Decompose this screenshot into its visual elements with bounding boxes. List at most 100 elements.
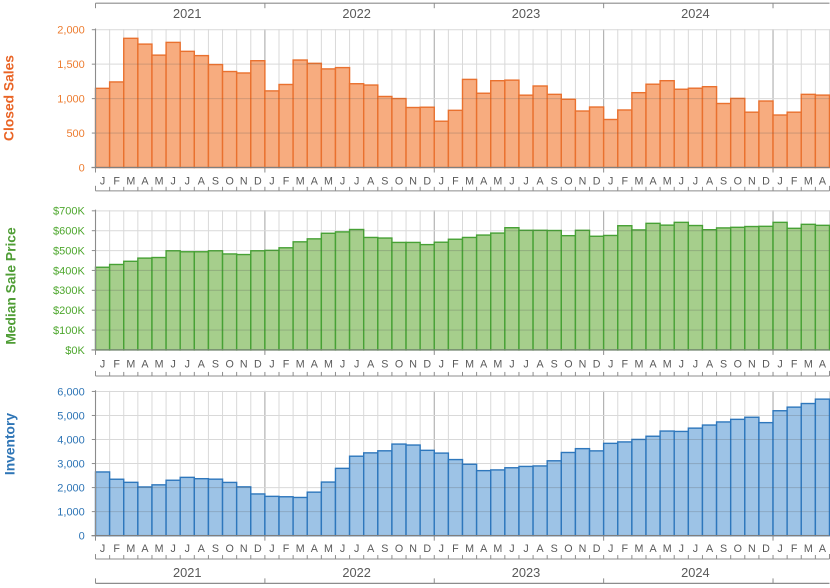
svg-text:S: S <box>212 176 219 188</box>
svg-text:O: O <box>564 358 572 370</box>
svg-text:A: A <box>367 176 375 188</box>
svg-text:A: A <box>649 543 657 555</box>
svg-text:2024: 2024 <box>681 6 709 21</box>
svg-text:S: S <box>720 176 727 188</box>
svg-text:M: M <box>804 358 813 370</box>
svg-text:2024: 2024 <box>681 565 709 580</box>
svg-text:M: M <box>155 358 164 370</box>
svg-text:D: D <box>423 543 431 555</box>
svg-text:A: A <box>537 176 545 188</box>
svg-text:N: N <box>240 358 248 370</box>
svg-text:A: A <box>311 176 319 188</box>
svg-text:F: F <box>791 358 798 370</box>
svg-text:1,500: 1,500 <box>57 59 85 71</box>
svg-text:J: J <box>100 358 105 370</box>
svg-text:O: O <box>395 358 403 370</box>
svg-text:N: N <box>409 176 417 188</box>
svg-text:N: N <box>748 358 756 370</box>
svg-text:J: J <box>269 543 274 555</box>
svg-text:J: J <box>523 176 528 188</box>
svg-text:2023: 2023 <box>512 565 540 580</box>
svg-text:0: 0 <box>79 162 85 174</box>
svg-text:2021: 2021 <box>173 6 201 21</box>
svg-text:M: M <box>296 543 305 555</box>
svg-text:M: M <box>155 543 164 555</box>
svg-text:J: J <box>679 358 684 370</box>
svg-text:D: D <box>762 358 770 370</box>
svg-text:O: O <box>734 358 742 370</box>
svg-text:D: D <box>593 176 601 188</box>
svg-text:A: A <box>367 543 375 555</box>
svg-text:M: M <box>465 543 474 555</box>
svg-text:J: J <box>693 176 698 188</box>
svg-text:D: D <box>254 358 262 370</box>
svg-text:A: A <box>819 358 827 370</box>
svg-text:M: M <box>126 176 135 188</box>
svg-text:N: N <box>409 358 417 370</box>
svg-text:J: J <box>354 176 359 188</box>
svg-text:Closed Sales: Closed Sales <box>2 55 17 141</box>
svg-text:M: M <box>126 358 135 370</box>
svg-text:S: S <box>720 543 727 555</box>
svg-text:A: A <box>819 176 827 188</box>
svg-text:S: S <box>381 176 388 188</box>
svg-text:F: F <box>791 543 798 555</box>
svg-text:$0K: $0K <box>65 345 85 357</box>
svg-text:F: F <box>113 543 120 555</box>
svg-text:2,000: 2,000 <box>57 482 85 494</box>
svg-text:J: J <box>693 543 698 555</box>
svg-text:D: D <box>254 176 262 188</box>
svg-text:F: F <box>622 358 629 370</box>
svg-text:$400K: $400K <box>53 265 85 277</box>
svg-text:A: A <box>311 358 319 370</box>
svg-text:F: F <box>622 176 629 188</box>
svg-text:A: A <box>198 358 206 370</box>
svg-text:2021: 2021 <box>173 565 201 580</box>
svg-text:J: J <box>509 176 514 188</box>
svg-text:M: M <box>465 176 474 188</box>
svg-text:J: J <box>523 543 528 555</box>
svg-text:A: A <box>141 358 149 370</box>
svg-text:F: F <box>452 176 459 188</box>
svg-text:N: N <box>579 358 587 370</box>
svg-text:O: O <box>734 543 742 555</box>
svg-text:N: N <box>409 543 417 555</box>
svg-text:2,000: 2,000 <box>57 25 85 37</box>
svg-text:J: J <box>608 358 613 370</box>
svg-text:Inventory: Inventory <box>2 413 17 475</box>
svg-text:F: F <box>622 543 629 555</box>
svg-text:A: A <box>706 358 714 370</box>
svg-text:D: D <box>762 543 770 555</box>
svg-text:M: M <box>804 543 813 555</box>
svg-text:S: S <box>381 358 388 370</box>
svg-text:F: F <box>791 176 798 188</box>
svg-text:D: D <box>762 176 770 188</box>
svg-text:S: S <box>551 358 558 370</box>
svg-text:A: A <box>649 358 657 370</box>
svg-text:M: M <box>324 543 333 555</box>
svg-text:J: J <box>185 358 190 370</box>
svg-text:4,000: 4,000 <box>57 434 85 446</box>
svg-text:N: N <box>748 176 756 188</box>
svg-text:O: O <box>225 543 233 555</box>
svg-text:J: J <box>269 176 274 188</box>
svg-text:J: J <box>354 358 359 370</box>
svg-text:D: D <box>254 543 262 555</box>
svg-text:J: J <box>170 176 175 188</box>
svg-text:S: S <box>212 358 219 370</box>
svg-text:D: D <box>593 543 601 555</box>
svg-text:2022: 2022 <box>342 565 370 580</box>
svg-text:N: N <box>748 543 756 555</box>
svg-text:O: O <box>395 176 403 188</box>
svg-text:2022: 2022 <box>342 6 370 21</box>
svg-text:O: O <box>395 543 403 555</box>
svg-text:A: A <box>480 176 488 188</box>
svg-text:A: A <box>480 358 488 370</box>
svg-text:J: J <box>608 176 613 188</box>
svg-text:M: M <box>126 543 135 555</box>
svg-text:J: J <box>354 543 359 555</box>
svg-text:1,000: 1,000 <box>57 94 85 106</box>
svg-text:$100K: $100K <box>53 325 85 337</box>
svg-text:$700K: $700K <box>53 206 85 218</box>
svg-text:S: S <box>381 543 388 555</box>
